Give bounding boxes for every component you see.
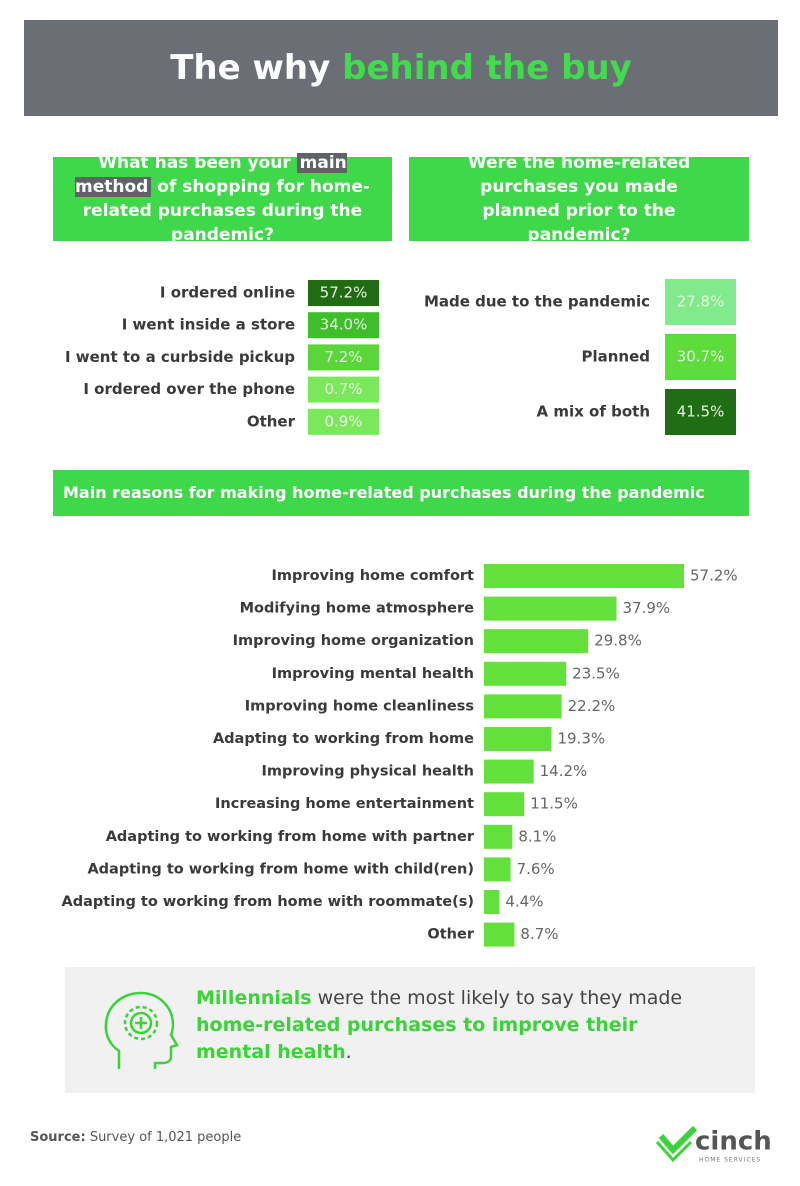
- head-icon: [104, 991, 179, 1069]
- question-part: of shopping for home-related purchases d…: [82, 177, 370, 245]
- cell-label: 27.8%: [677, 293, 725, 311]
- bar: [484, 564, 684, 588]
- callout: Millennials were the most likely to say …: [65, 967, 755, 1093]
- callout-part: .: [345, 1041, 352, 1063]
- cell: [308, 376, 379, 403]
- title-part: The why: [170, 48, 343, 88]
- callout-highlight: home-related purchases to improve their …: [196, 1014, 638, 1063]
- cell: [308, 408, 379, 435]
- cell-label: 7.2%: [324, 348, 362, 366]
- callout-text: Millennials were the most likely to say …: [196, 985, 716, 1066]
- cell-label: 34.0%: [320, 316, 368, 334]
- value-label: 23.5%: [572, 664, 620, 682]
- row-label: I went inside a store: [122, 316, 295, 334]
- bar-label: Improving physical health: [262, 764, 475, 780]
- row-label: I ordered over the phone: [83, 380, 295, 398]
- cell-label: 0.9%: [324, 412, 362, 430]
- bar: [484, 629, 589, 654]
- cell: [308, 280, 379, 306]
- bar-label: Adapting to working from home with partn…: [106, 829, 475, 845]
- cell-label: 30.7%: [677, 348, 725, 366]
- bar-label: Increasing home entertainment: [215, 796, 474, 812]
- value-label: 8.7%: [520, 925, 558, 943]
- source: Source: Survey of 1,021 people: [30, 1130, 241, 1145]
- logo-name: cinch: [695, 1127, 772, 1157]
- bar-label: Improving mental health: [272, 666, 474, 682]
- row-label: Planned: [581, 348, 650, 366]
- bar-label: Adapting to working from home with child…: [87, 861, 474, 877]
- value-label: 29.8%: [594, 632, 642, 650]
- value-label: 57.2%: [690, 567, 738, 585]
- callout-part: were the most likely to say they made: [311, 987, 683, 1009]
- value-label: 4.4%: [505, 893, 543, 911]
- row-label: Made due to the pandemic: [424, 293, 650, 311]
- bar-label: Adapting to working from home: [213, 731, 474, 747]
- cell: [308, 312, 379, 339]
- cell-label: 0.7%: [324, 380, 362, 398]
- bar: [484, 661, 567, 686]
- bar: [484, 922, 515, 947]
- callout-highlight: Millennials: [196, 987, 312, 1009]
- value-label: 11.5%: [530, 795, 578, 813]
- bar: [484, 857, 511, 882]
- bar-label: Improving home organization: [233, 633, 474, 649]
- value-label: 19.3%: [557, 730, 605, 748]
- bar-label: Adapting to working from home with roomm…: [62, 894, 474, 910]
- row-label: Other: [247, 412, 296, 430]
- source-text: Survey of 1,021 people: [85, 1130, 242, 1145]
- cell: [665, 279, 736, 325]
- section-header: Main reasons for making home-related pur…: [53, 470, 749, 516]
- source-label: Source:: [30, 1130, 86, 1145]
- question-part: Were the home-related purchases you made…: [467, 153, 691, 245]
- bar: [484, 727, 552, 751]
- question-header: What has been your main method of shoppi…: [53, 153, 392, 245]
- title-part: behind the buy: [342, 48, 632, 88]
- bar-label: Modifying home atmosphere: [240, 601, 475, 617]
- bar-label: Other: [427, 927, 474, 943]
- row-label: A mix of both: [537, 403, 650, 421]
- cell-label: 41.5%: [677, 403, 725, 421]
- bar: [484, 890, 500, 914]
- question-header: Were the home-related purchases you made…: [409, 153, 749, 245]
- question-part: What has been your: [98, 153, 297, 173]
- cell: [308, 344, 379, 371]
- logo: cinch HOME SERVICES: [655, 1125, 772, 1164]
- title: The why behind the buy: [24, 20, 778, 116]
- logo-tagline: HOME SERVICES: [699, 1157, 761, 1164]
- bar: [484, 824, 513, 849]
- value-label: 7.6%: [517, 860, 555, 878]
- cell-label: 57.2%: [320, 284, 368, 302]
- row-label: I ordered online: [160, 284, 295, 302]
- row-label: I went to a curbside pickup: [65, 348, 295, 366]
- value-label: 37.9%: [623, 599, 671, 617]
- bar: [484, 759, 534, 784]
- bar: [484, 694, 562, 719]
- bar-label: Improving home cleanliness: [245, 698, 474, 714]
- cell: [665, 389, 736, 435]
- bar: [484, 596, 617, 621]
- cell: [665, 334, 736, 380]
- value-label: 22.2%: [568, 697, 616, 715]
- charts: I ordered online 57.2% I went inside a sto…: [62, 279, 738, 947]
- value-label: 14.2%: [540, 762, 588, 780]
- bar: [484, 792, 525, 817]
- value-label: 8.1%: [518, 827, 556, 845]
- bar-label: Improving home comfort: [272, 568, 475, 584]
